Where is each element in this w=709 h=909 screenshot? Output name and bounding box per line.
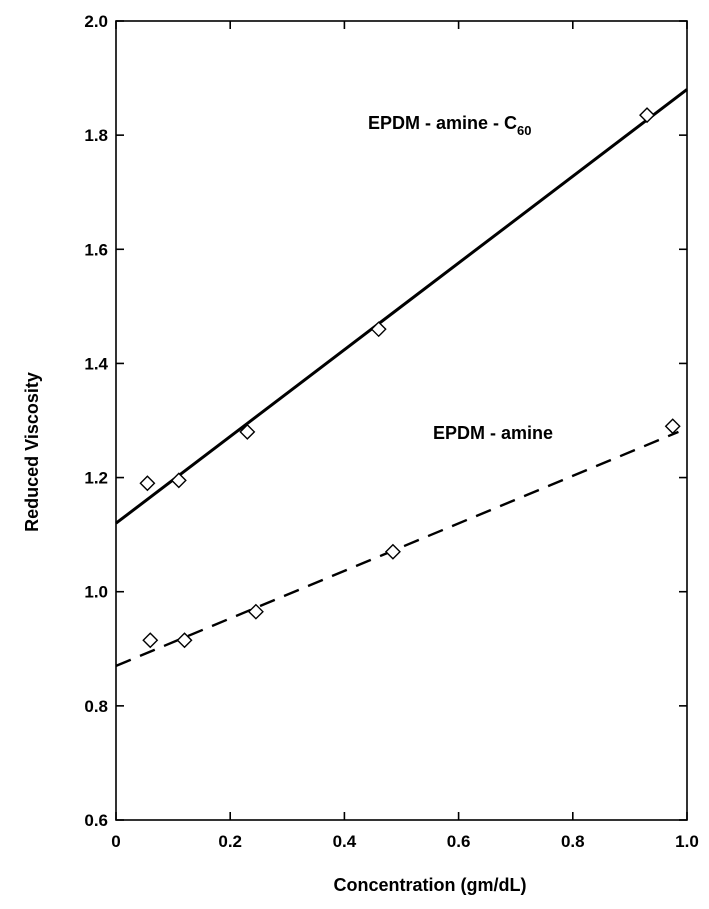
x-tick-labels: 0 0.2 0.4 0.6 0.8 1.0 <box>111 832 699 851</box>
data-point-series-1 <box>247 603 264 620</box>
data-point-series-0 <box>639 107 656 124</box>
data-point-series-0 <box>139 475 156 492</box>
x-axis-title: Concentration (gm/dL) <box>334 875 527 895</box>
x-tick-label: 0.8 <box>561 832 585 851</box>
data-point-series-0 <box>370 321 387 338</box>
data-point-series-1 <box>384 543 401 560</box>
series-label-epdm-amine: EPDM - amine <box>433 423 553 443</box>
fit-line-series-1 <box>115 430 679 668</box>
fit-lines <box>115 88 688 668</box>
data-point-series-0 <box>239 423 256 440</box>
data-point-series-1 <box>664 418 681 435</box>
data-point-series-1 <box>176 632 193 649</box>
y-tick-label: 0.6 <box>84 811 108 830</box>
axes <box>115 20 688 821</box>
y-tick-label: 1.6 <box>84 240 108 259</box>
series-label-epdm-amine-c60-subscript: 60 <box>517 123 531 138</box>
y-tick-labels: 0.6 0.8 1.0 1.2 1.4 1.6 1.8 2.0 <box>84 12 108 830</box>
x-tick-label: 1.0 <box>675 832 699 851</box>
x-tick-label: 0.6 <box>447 832 471 851</box>
fit-line-series-0 <box>115 88 688 525</box>
series-label-epdm-amine-c60: EPDM - amine - C60 <box>368 113 532 138</box>
data-point-series-0 <box>170 472 187 489</box>
series-label-epdm-amine-c60-main: EPDM - amine - C <box>368 113 517 133</box>
x-tick-label: 0.2 <box>218 832 242 851</box>
y-tick-label: 1.4 <box>84 354 108 373</box>
y-tick-label: 0.8 <box>84 697 108 716</box>
data-point-series-1 <box>142 632 159 649</box>
y-tick-label: 1.2 <box>84 469 108 488</box>
x-tick-label: 0.4 <box>333 832 357 851</box>
y-tick-label: 1.0 <box>84 583 108 602</box>
y-tick-label: 2.0 <box>84 12 108 31</box>
data-markers <box>139 107 681 649</box>
y-tick-label: 1.8 <box>84 126 108 145</box>
plot-frame <box>115 20 688 821</box>
x-tick-label: 0 <box>111 832 120 851</box>
y-axis-title: Reduced Viscosity <box>22 372 42 532</box>
